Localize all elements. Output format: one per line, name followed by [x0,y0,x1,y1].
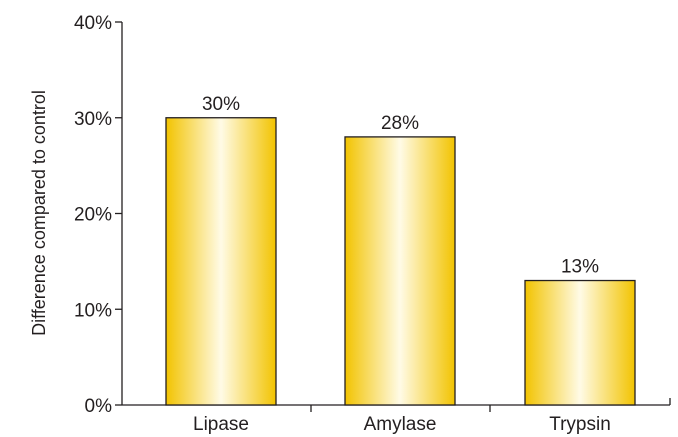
data-label-lipase: 30% [202,94,240,115]
y-tick-label: 20% [74,205,112,226]
data-label-amylase: 28% [381,113,419,134]
x-tick-label-lipase: Lipase [193,414,249,435]
x-tick-label-amylase: Amylase [364,414,437,435]
y-tick-label: 10% [74,300,112,321]
bar-trypsin [524,279,636,406]
y-axis: 0% 10% 20% 30% 40% [74,13,123,417]
y-tick-label: 30% [74,109,112,130]
bar-lipase [165,117,277,406]
x-tick-label-trypsin: Trypsin [549,414,611,435]
y-tick-label: 40% [74,13,112,34]
bars: 30% Lipase 28% Amylase 13% Trypsin [165,94,636,435]
y-axis-title: Difference compared to control [29,90,49,336]
data-label-trypsin: 13% [561,257,599,278]
bar-amylase [344,136,456,406]
y-tick-label: 0% [85,396,113,417]
